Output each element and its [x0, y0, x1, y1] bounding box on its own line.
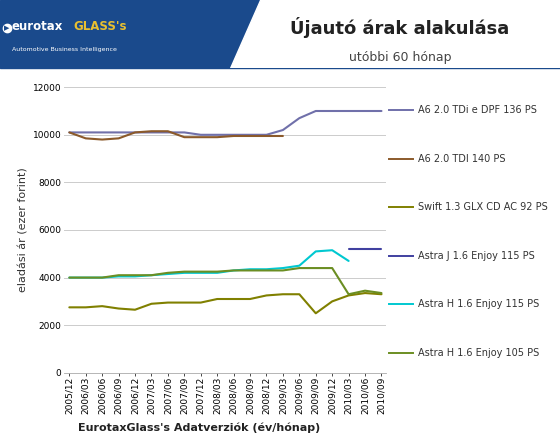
Text: Újautó árak alakulása: Újautó árak alakulása: [291, 17, 510, 38]
Text: Astra H 1.6 Enjoy 115 PS: Astra H 1.6 Enjoy 115 PS: [418, 299, 539, 309]
Text: Astra H 1.6 Enjoy 105 PS: Astra H 1.6 Enjoy 105 PS: [418, 348, 539, 358]
Y-axis label: eladási ár (ezer forint): eladási ár (ezer forint): [18, 167, 29, 293]
Text: Astra J 1.6 Enjoy 115 PS: Astra J 1.6 Enjoy 115 PS: [418, 251, 534, 261]
Polygon shape: [230, 0, 560, 68]
Text: A6 2.0 TDI 140 PS: A6 2.0 TDI 140 PS: [418, 153, 505, 164]
Text: eurotax: eurotax: [12, 20, 63, 33]
Text: EurotaxGlass's Adatverziók (év/hónap): EurotaxGlass's Adatverziók (év/hónap): [78, 422, 320, 433]
Text: utóbbi 60 hónap: utóbbi 60 hónap: [349, 51, 451, 64]
Text: Swift 1.3 GLX CD AC 92 PS: Swift 1.3 GLX CD AC 92 PS: [418, 202, 548, 212]
Text: ▶: ▶: [4, 25, 10, 31]
Text: Automotive Business Intelligence: Automotive Business Intelligence: [12, 48, 117, 52]
Text: GLASS's: GLASS's: [73, 20, 127, 33]
Text: A6 2.0 TDi e DPF 136 PS: A6 2.0 TDi e DPF 136 PS: [418, 105, 536, 115]
